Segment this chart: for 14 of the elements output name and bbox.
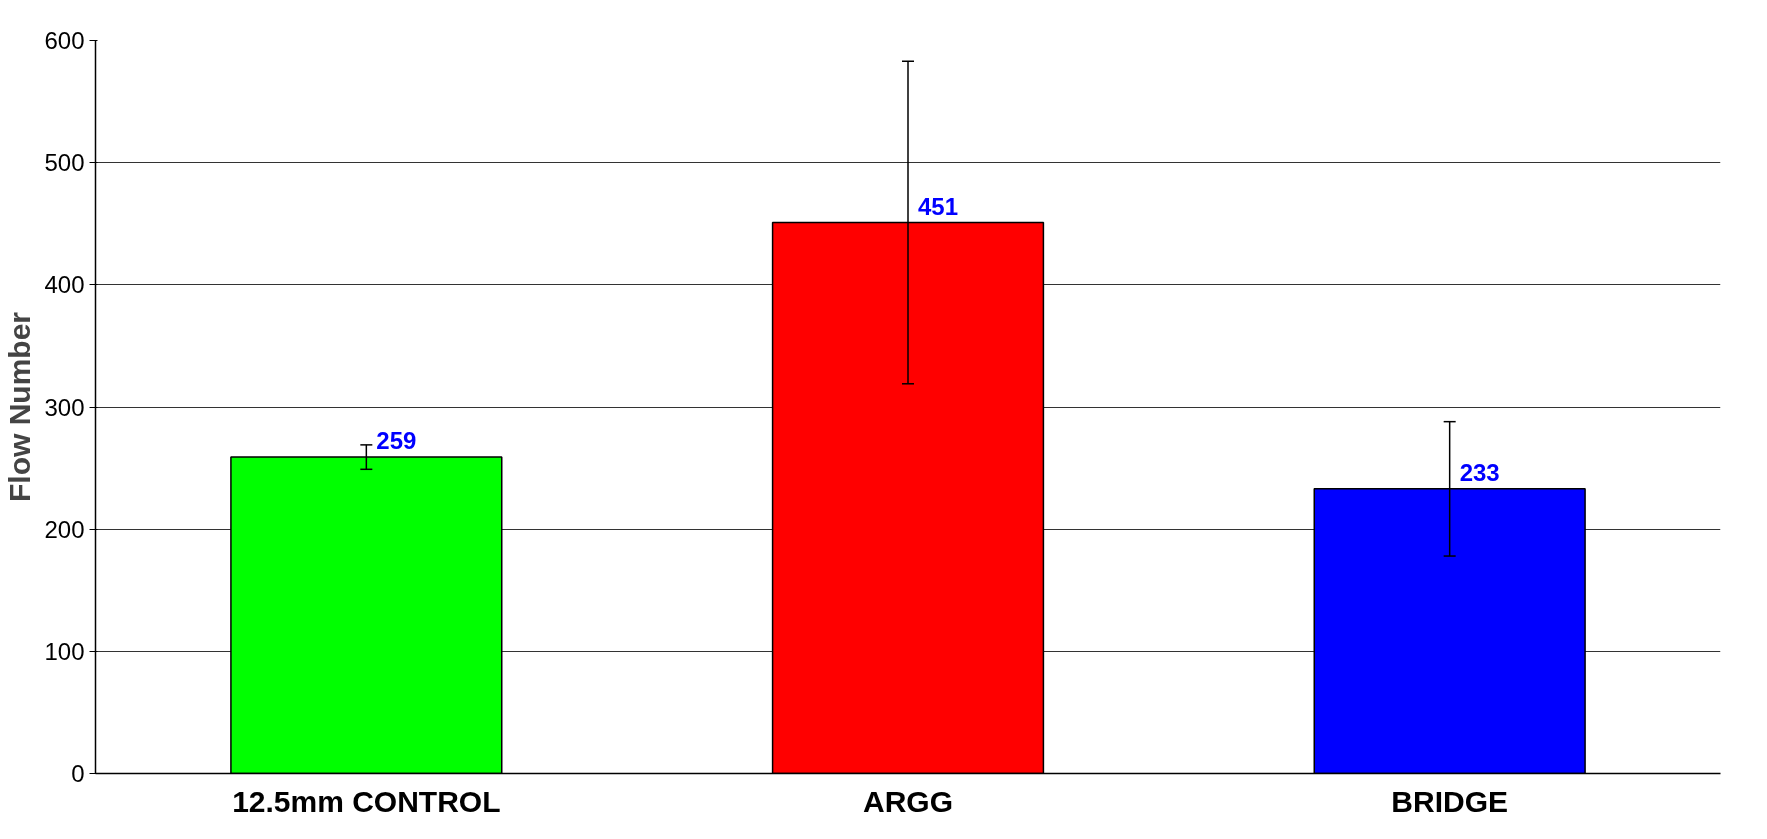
- y-tick-label: 400: [44, 271, 85, 299]
- y-tick-label: 300: [44, 393, 85, 421]
- y-tick-label: 500: [44, 149, 85, 177]
- y-tick-label: 200: [44, 515, 85, 543]
- data-label: 451: [918, 192, 959, 220]
- data-label: 233: [1459, 458, 1500, 486]
- x-tick-label: 12.5mm CONTROL: [232, 784, 501, 818]
- y-axis-title: Flow Number: [3, 311, 37, 502]
- y-tick-label: 600: [44, 27, 85, 54]
- x-tick-label: ARGG: [863, 784, 953, 818]
- data-label: 259: [376, 427, 417, 455]
- y-tick-label: 0: [71, 760, 85, 787]
- x-tick-label: BRIDGE: [1391, 784, 1509, 818]
- y-tick-label: 100: [44, 637, 85, 665]
